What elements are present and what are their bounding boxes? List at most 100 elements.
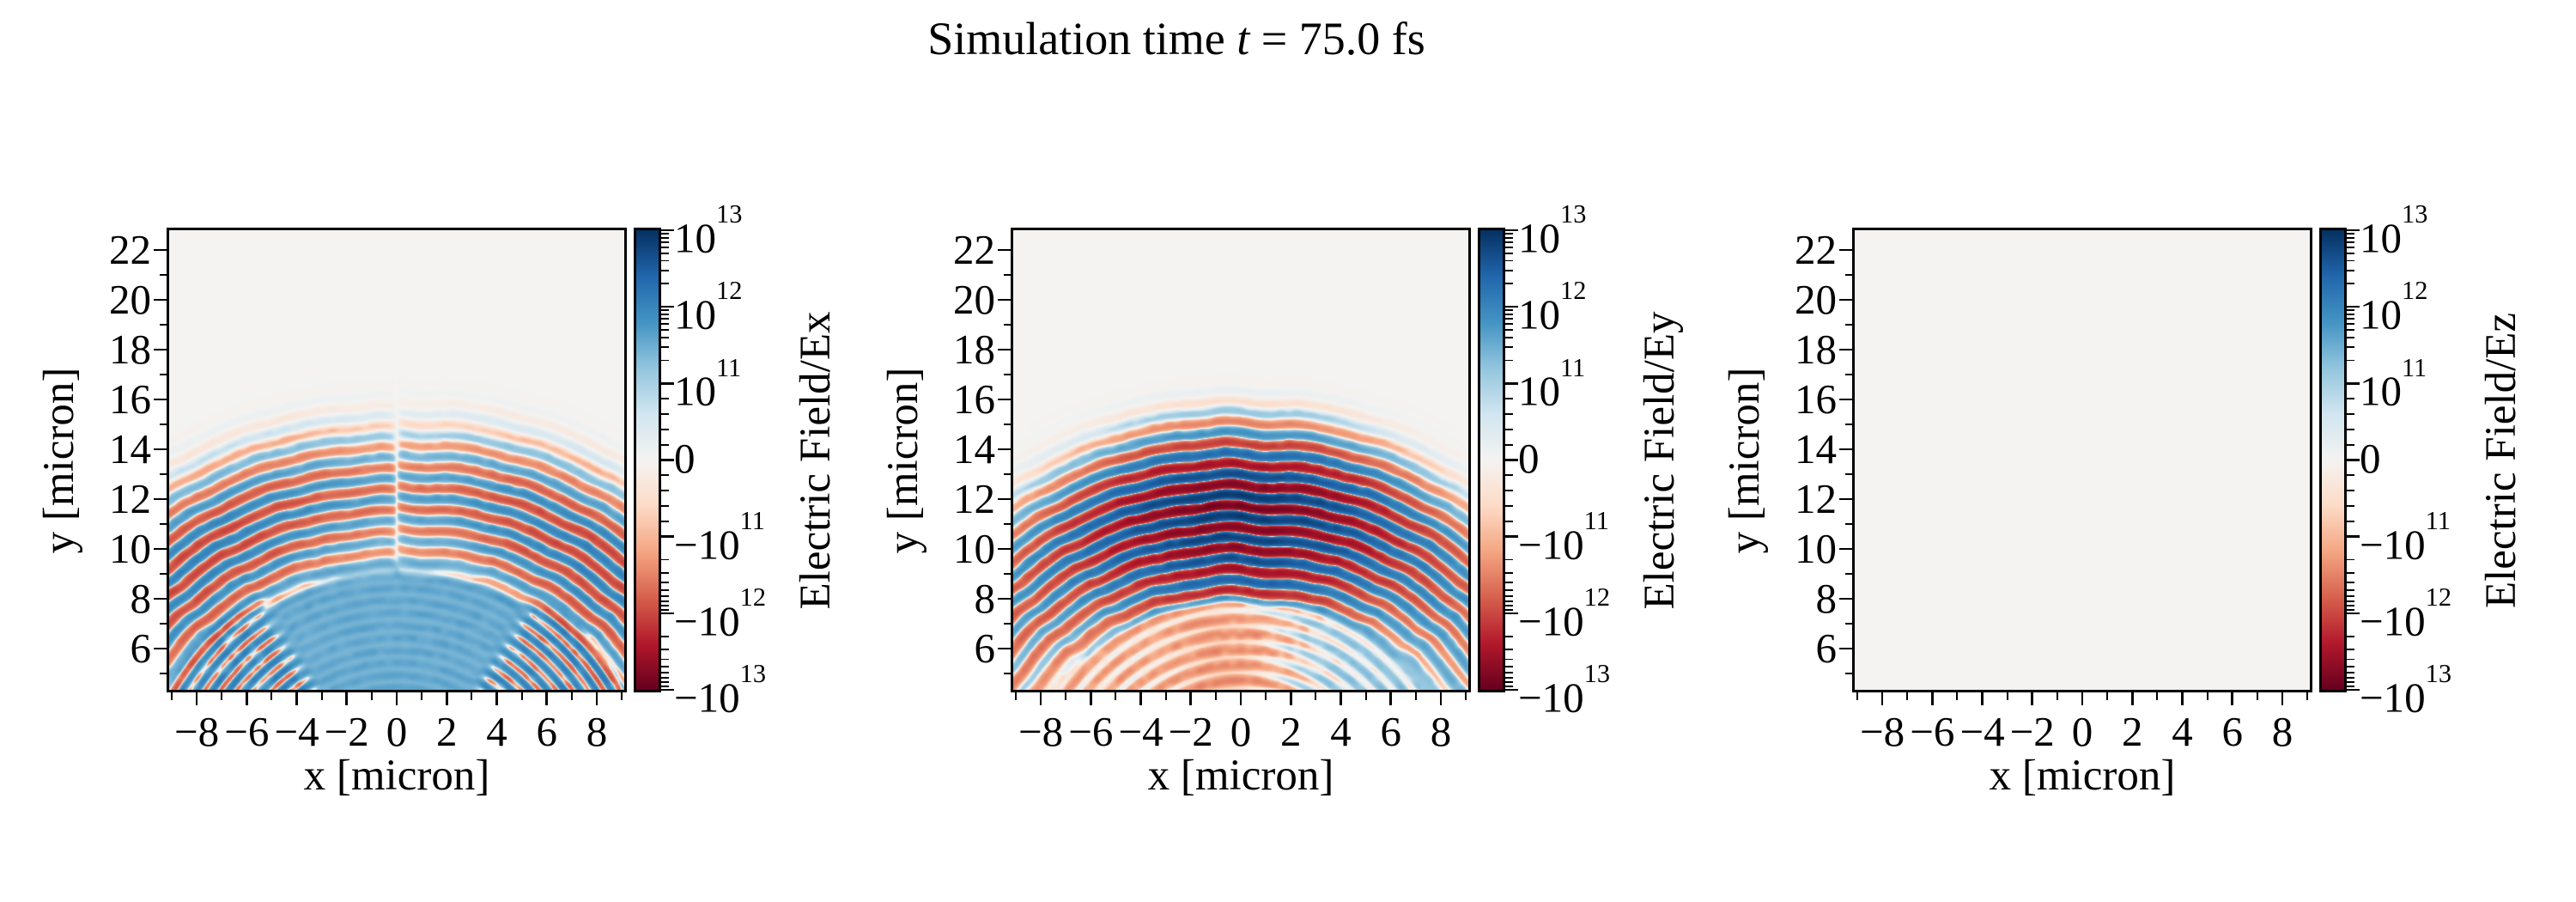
colorbar-minor-tick — [2347, 259, 2354, 262]
y-major-tick — [154, 348, 167, 351]
colorbar-minor-tick — [1505, 309, 1513, 312]
x-minor-tick — [2256, 692, 2258, 700]
colorbar-minor-tick — [1505, 505, 1513, 507]
colorbar-minor-tick — [661, 649, 669, 651]
colorbar-minor-tick — [2347, 505, 2354, 507]
colorbar-minor-tick — [1505, 336, 1513, 338]
x-major-tick — [195, 692, 198, 705]
x-tick-label: −6 — [224, 708, 270, 755]
x-tick-label: −8 — [173, 708, 220, 755]
y-minor-tick — [1844, 423, 1852, 425]
x-major-tick — [545, 692, 549, 705]
y-tick-label: 22 — [109, 225, 151, 273]
y-major-tick — [154, 448, 167, 451]
colorbar-minor-tick — [1505, 605, 1513, 607]
colorbar-minor-tick — [1505, 608, 1513, 611]
colorbar-tick-label: 1012 — [674, 276, 743, 338]
y-major-tick — [998, 597, 1011, 600]
y-major-tick — [1839, 298, 1852, 302]
colorbar-major-tick — [2347, 612, 2360, 615]
colorbar-minor-tick — [661, 686, 669, 687]
colorbar-minor-tick — [2347, 572, 2354, 575]
y-minor-tick — [1003, 622, 1011, 625]
colorbar-gradient-ez — [2322, 230, 2344, 690]
colorbar-minor-tick — [661, 572, 669, 575]
x-axis-label-ez: x [micron] — [1989, 752, 2176, 800]
colorbar-major-tick — [2347, 688, 2360, 692]
x-major-tick — [1189, 692, 1193, 705]
y-major-tick — [1839, 348, 1852, 351]
colorbar-major-tick — [1505, 688, 1518, 692]
x-major-tick — [1089, 692, 1092, 705]
x-minor-tick — [270, 692, 273, 700]
x-tick-label: 4 — [1330, 708, 1352, 755]
x-tick-label: 2 — [1279, 708, 1302, 755]
colorbar-tick-label: −1011 — [674, 505, 765, 568]
x-major-tick — [445, 692, 448, 705]
y-minor-tick — [1003, 672, 1011, 674]
colorbar-tick-label: 0 — [674, 434, 696, 482]
colorbar-tick-label: 1011 — [2360, 352, 2427, 415]
colorbar-tick-label: −1013 — [1518, 659, 1611, 722]
y-tick-label: 12 — [953, 474, 995, 522]
y-major-tick — [154, 497, 167, 501]
colorbar-minor-tick — [2347, 558, 2354, 561]
colorbar-major-tick — [1505, 382, 1518, 385]
y-minor-tick — [159, 572, 167, 575]
colorbar-major-tick — [661, 229, 674, 232]
x-minor-tick — [2106, 692, 2109, 700]
y-minor-tick — [159, 672, 167, 674]
colorbar-minor-tick — [661, 269, 669, 271]
colorbar-major-tick — [2347, 229, 2360, 232]
y-tick-label: 8 — [974, 574, 996, 622]
x-minor-tick — [2056, 692, 2058, 700]
x-minor-tick — [1315, 692, 1317, 700]
y-minor-tick — [1003, 323, 1011, 326]
y-minor-tick — [1003, 373, 1011, 375]
y-major-tick — [154, 647, 167, 650]
colorbar-major-tick — [2347, 459, 2360, 461]
y-minor-tick — [159, 522, 167, 525]
colorbar-tick-label: −1012 — [1518, 582, 1611, 645]
colorbar-minor-tick — [2347, 589, 2354, 591]
colorbar-minor-tick — [2347, 649, 2354, 651]
colorbar-minor-tick — [2347, 608, 2354, 611]
x-axis-label-ey: x [micron] — [1147, 752, 1334, 800]
x-tick-label: 4 — [2172, 708, 2193, 755]
y-major-tick — [998, 248, 1011, 252]
colorbar-minor-tick — [661, 236, 669, 239]
colorbar-major-tick — [2347, 305, 2360, 308]
x-major-tick — [395, 692, 398, 705]
colorbar-ey — [1478, 228, 1505, 692]
x-minor-tick — [370, 692, 373, 700]
colorbar-minor-tick — [2347, 241, 2354, 243]
colorbar-minor-tick — [661, 589, 669, 591]
x-tick-label: −8 — [1859, 708, 1905, 755]
colorbar-tick-label: −1011 — [1518, 505, 1609, 568]
colorbar-minor-tick — [1505, 635, 1513, 637]
colorbar-minor-tick — [2347, 323, 2354, 325]
x-major-tick — [2281, 692, 2284, 705]
x-major-tick — [345, 692, 349, 705]
x-major-tick — [2081, 692, 2084, 705]
colorbar-minor-tick — [1505, 600, 1513, 602]
y-minor-tick — [1844, 672, 1852, 674]
y-tick-label: 16 — [1795, 375, 1837, 423]
colorbar-minor-tick — [1505, 413, 1513, 415]
y-tick-label: 16 — [953, 375, 995, 423]
x-minor-tick — [621, 692, 623, 700]
colorbar-tick-label: −1012 — [674, 582, 767, 645]
colorbar-minor-tick — [661, 635, 669, 637]
y-major-tick — [154, 248, 167, 252]
colorbar-minor-tick — [2347, 582, 2354, 584]
colorbar-minor-tick — [1505, 241, 1513, 243]
x-tick-label: 2 — [2121, 708, 2143, 755]
x-minor-tick — [1015, 692, 1017, 700]
y-minor-tick — [1003, 274, 1011, 276]
colorbar-tick-label: −1012 — [2360, 582, 2452, 645]
x-minor-tick — [471, 692, 473, 700]
colorbar-minor-tick — [661, 666, 669, 668]
heatmap-ex — [169, 230, 624, 690]
x-tick-label: 8 — [586, 708, 608, 755]
y-minor-tick — [1844, 572, 1852, 575]
